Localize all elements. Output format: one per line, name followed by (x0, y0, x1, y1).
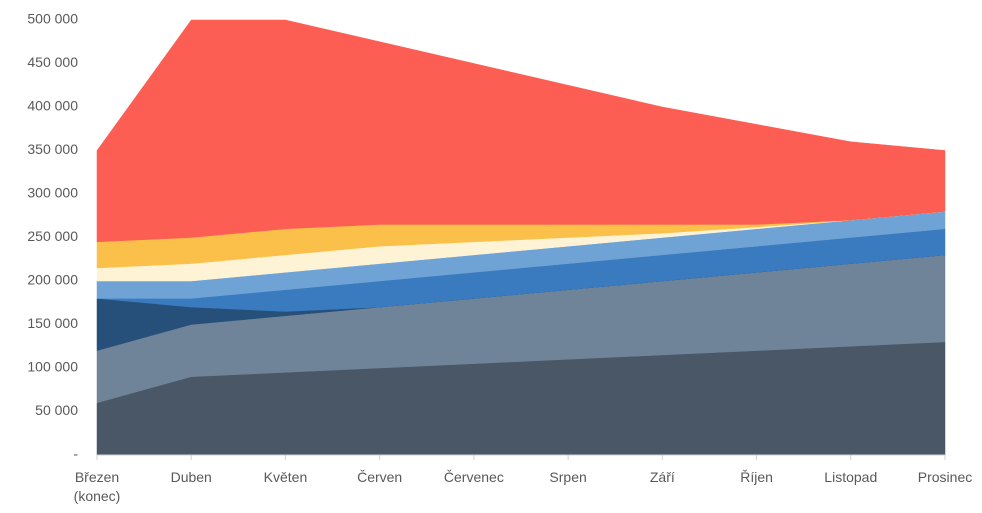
y-tick-label: 100 000 (27, 359, 78, 375)
y-tick-label: 400 000 (27, 98, 78, 114)
y-tick-label: 500 000 (27, 11, 78, 27)
x-tick-label: Listopad (824, 469, 878, 485)
y-tick-label: - (73, 446, 78, 462)
y-tick-label: 250 000 (27, 228, 78, 244)
area (96, 19, 946, 243)
y-tick-label: 450 000 (27, 54, 78, 70)
x-tick-label: Červenec (443, 469, 504, 485)
x-tick-label: Červen (357, 469, 403, 485)
y-tick-label: 200 000 (27, 272, 78, 288)
y-tick-label: 300 000 (27, 185, 78, 201)
x-tick-label: Srpen (549, 469, 587, 485)
x-tick-label: Září (649, 469, 675, 485)
x-tick-label: Květen (263, 469, 308, 485)
x-tick-label: Říjen (740, 469, 773, 485)
y-tick-label: 150 000 (27, 315, 78, 331)
x-tick-label: Prosinec (917, 469, 973, 485)
x-tick-label: Duben (170, 469, 212, 485)
y-tick-label: 350 000 (27, 141, 78, 157)
x-tick-label: Březen (konec) (73, 469, 121, 504)
y-tick-label: 50 000 (35, 402, 78, 418)
